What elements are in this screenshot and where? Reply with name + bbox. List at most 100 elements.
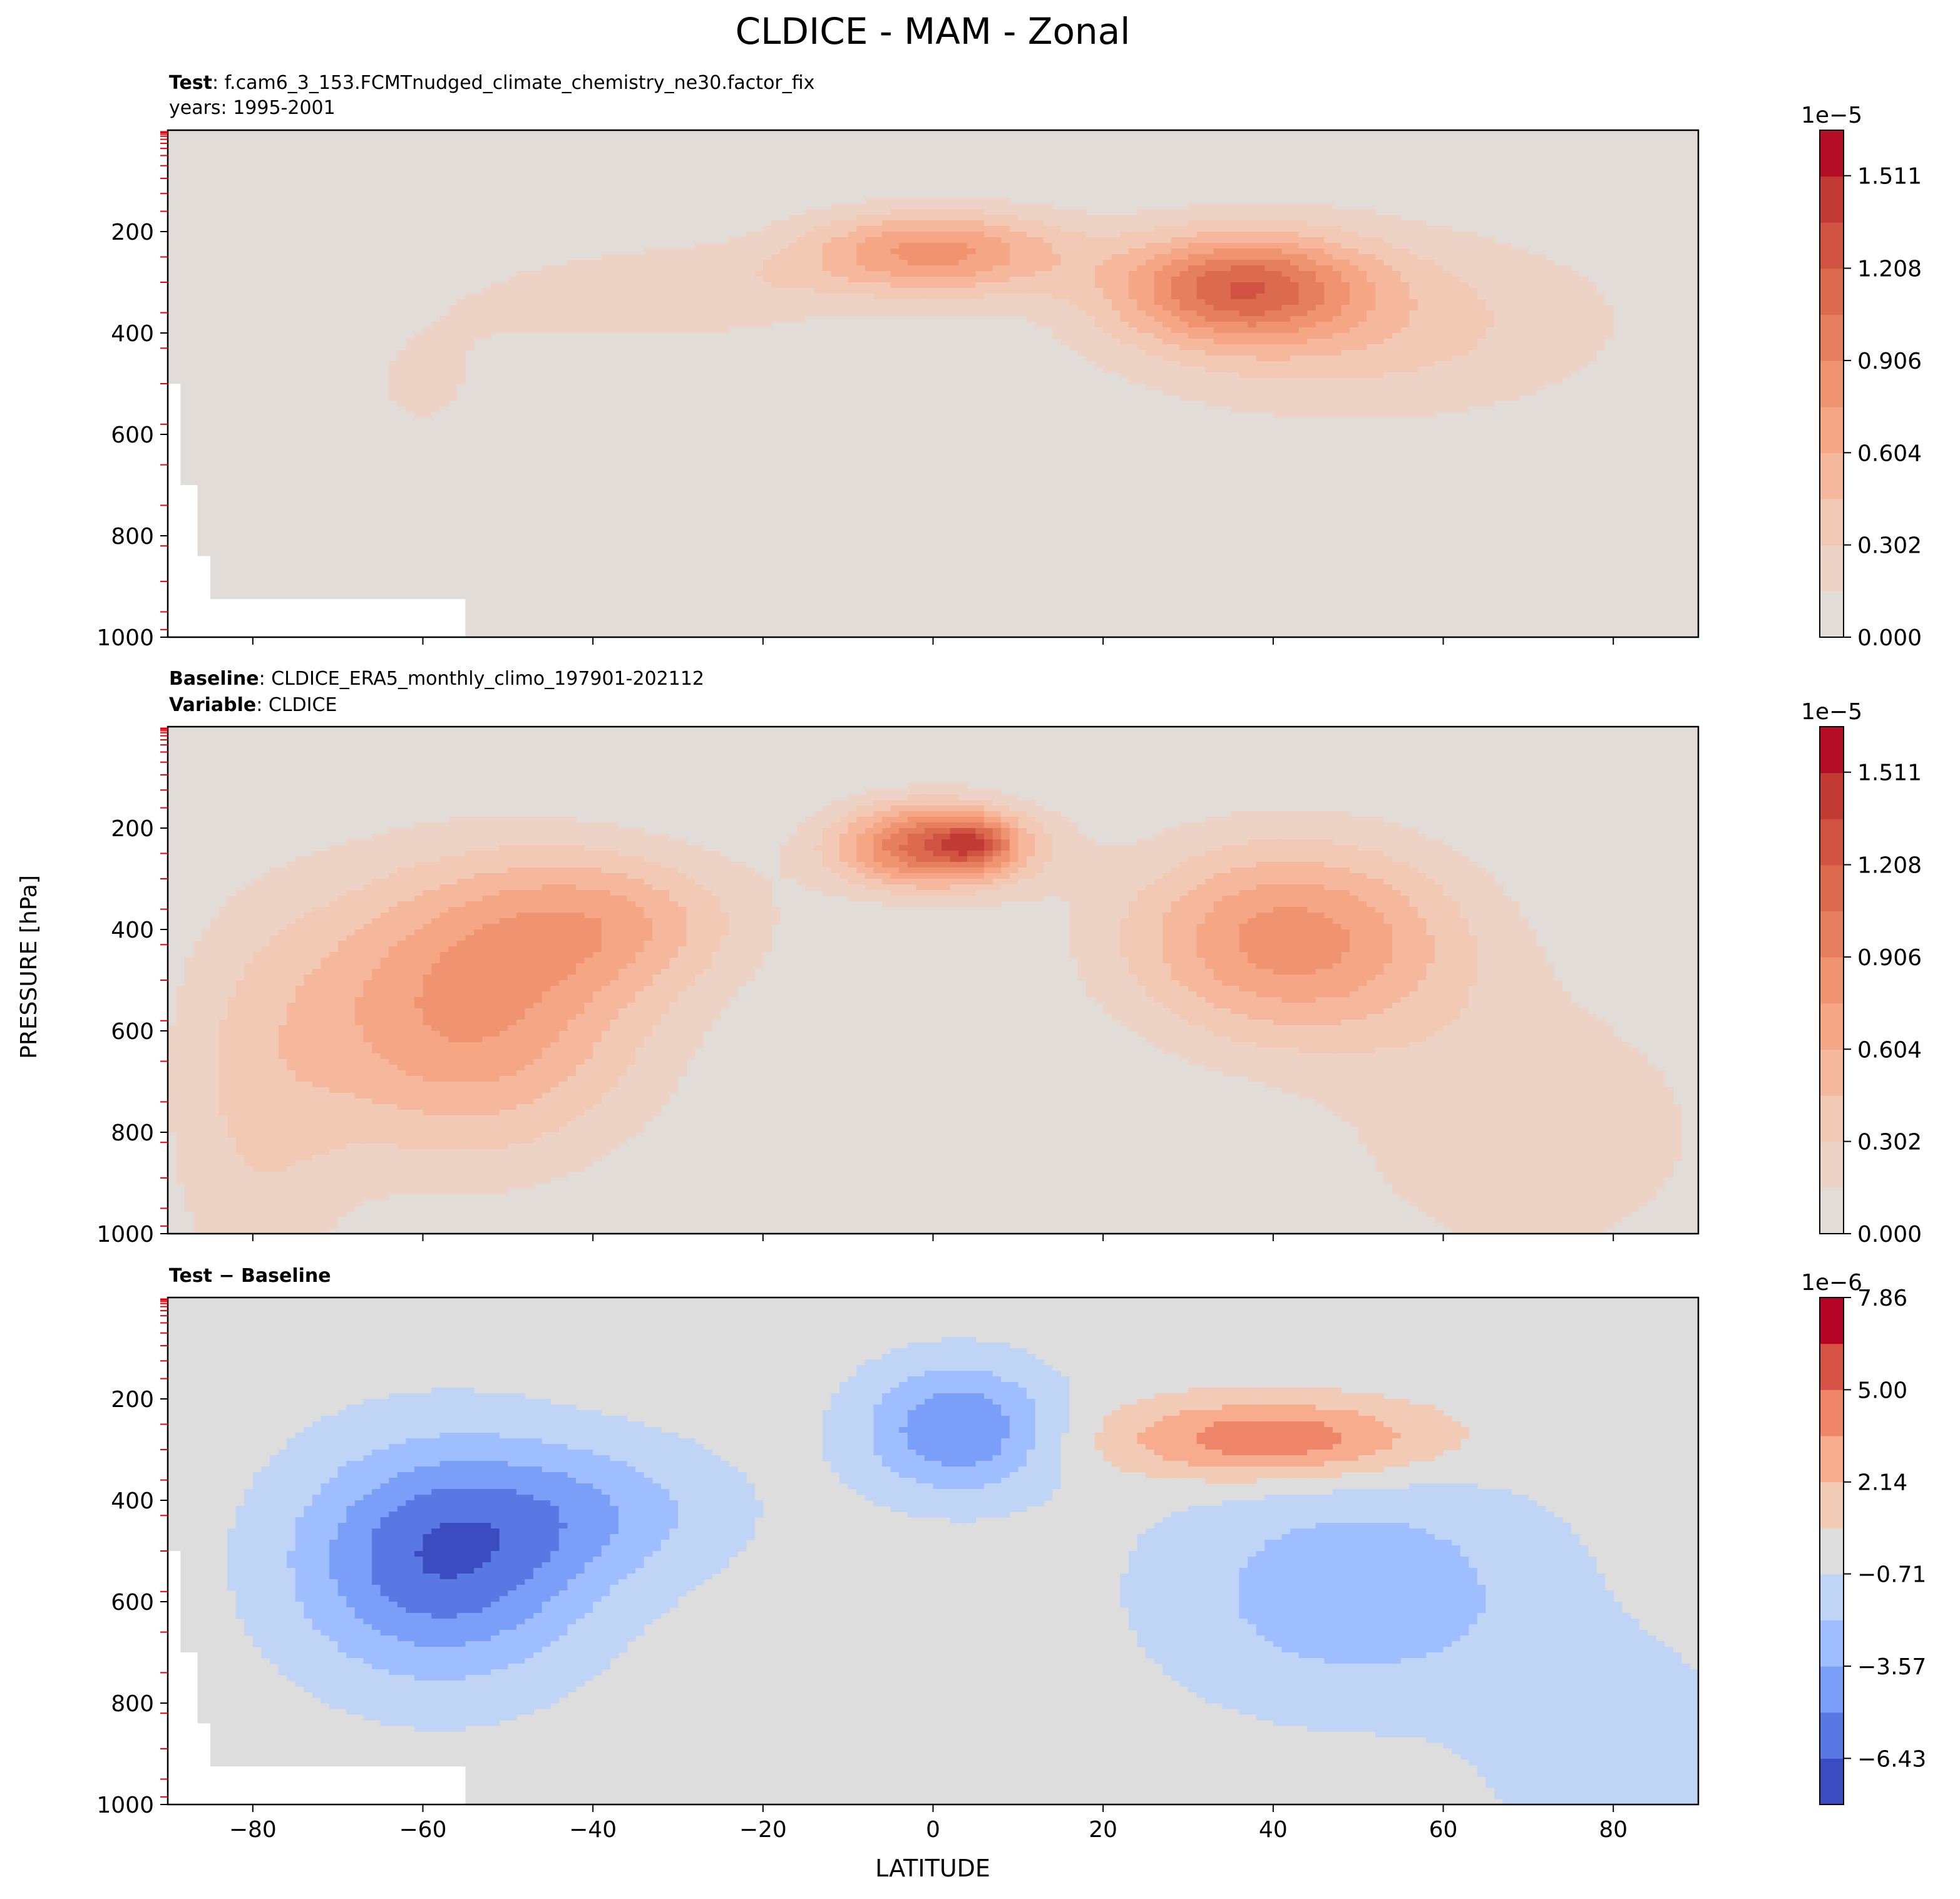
contour-cell bbox=[610, 322, 619, 328]
contour-cell bbox=[627, 884, 636, 891]
contour-cell bbox=[950, 868, 959, 874]
contour-cell bbox=[703, 260, 712, 266]
contour-cell bbox=[890, 209, 900, 215]
contour-cell bbox=[720, 879, 730, 885]
contour-cell bbox=[1103, 260, 1112, 266]
contour-cell bbox=[448, 839, 458, 846]
contour-cell bbox=[1230, 288, 1240, 294]
contour-cell bbox=[933, 226, 942, 232]
contour-cell bbox=[822, 299, 832, 305]
contour-cell bbox=[610, 862, 619, 868]
contour-cell bbox=[695, 873, 704, 879]
contour-cell bbox=[1392, 277, 1402, 283]
contour-cell bbox=[1273, 868, 1283, 874]
contour-cell bbox=[1519, 310, 1529, 317]
contour-cell bbox=[1383, 243, 1393, 249]
contour-cell bbox=[1265, 327, 1274, 334]
contour-cell bbox=[1426, 322, 1435, 328]
contour-cell bbox=[1350, 828, 1359, 834]
contour-cell bbox=[1069, 254, 1079, 260]
contour-cell bbox=[1281, 868, 1291, 874]
contour-cell bbox=[780, 260, 789, 266]
contour-cell bbox=[916, 260, 925, 266]
contour-cell bbox=[423, 384, 432, 390]
contour-cell bbox=[1494, 305, 1504, 311]
contour-cell bbox=[1485, 339, 1495, 345]
contour-cell bbox=[992, 817, 1002, 823]
contour-cell bbox=[805, 248, 814, 255]
contour-cell bbox=[992, 834, 1002, 840]
contour-cell bbox=[1205, 344, 1214, 351]
contour-cell bbox=[1358, 389, 1367, 396]
contour-cell bbox=[1179, 327, 1189, 334]
contour-cell bbox=[992, 811, 1002, 817]
contour-cell bbox=[1596, 299, 1606, 305]
contour-cell bbox=[1222, 839, 1231, 846]
contour-cell bbox=[652, 862, 662, 868]
contour-cell bbox=[1035, 277, 1044, 283]
contour-cell bbox=[244, 884, 254, 891]
contour-cell bbox=[1350, 282, 1359, 289]
contour-cell bbox=[839, 310, 849, 317]
contour-cell bbox=[312, 862, 322, 868]
contour-cell bbox=[873, 800, 883, 806]
contour-cell bbox=[831, 868, 840, 874]
contour-cell bbox=[797, 873, 806, 879]
contour-cell bbox=[1383, 271, 1393, 277]
contour-cell bbox=[958, 873, 968, 879]
contour-cell bbox=[1434, 868, 1444, 874]
contour-cell bbox=[576, 305, 585, 311]
contour-cell bbox=[1545, 299, 1554, 305]
contour-cell bbox=[1179, 243, 1189, 249]
contour-cell bbox=[839, 265, 849, 272]
contour-cell bbox=[533, 316, 543, 322]
contour-cell bbox=[1324, 839, 1333, 846]
contour-cell bbox=[669, 271, 679, 277]
contour-cell bbox=[1273, 828, 1283, 834]
contour-cell bbox=[1162, 288, 1172, 294]
contour-cell bbox=[1103, 305, 1112, 311]
contour-cell bbox=[627, 271, 636, 277]
contour-cell bbox=[1443, 873, 1452, 879]
contour-cell bbox=[1256, 243, 1265, 249]
contour-cell bbox=[822, 294, 832, 300]
contour-cell bbox=[261, 873, 270, 879]
contour-cell bbox=[1341, 372, 1350, 379]
contour-cell bbox=[865, 873, 875, 879]
contour-cell bbox=[1324, 879, 1333, 885]
contour-cell bbox=[584, 822, 593, 829]
contour-cell bbox=[1358, 839, 1367, 846]
contour-cell bbox=[1434, 310, 1444, 317]
contour-cell bbox=[1350, 327, 1359, 334]
contour-cell bbox=[1426, 389, 1435, 396]
contour-cell bbox=[1103, 310, 1112, 317]
contour-cell bbox=[1035, 294, 1044, 300]
contour-cell bbox=[1409, 401, 1419, 407]
contour-cell bbox=[1248, 277, 1257, 283]
contour-cell bbox=[397, 856, 406, 862]
contour-cell bbox=[1469, 254, 1478, 260]
contour-cell bbox=[1460, 361, 1469, 367]
contour-cell bbox=[1494, 243, 1504, 249]
contour-cell bbox=[1460, 243, 1469, 249]
contour-cell bbox=[882, 260, 891, 266]
contour-cell bbox=[1205, 822, 1214, 829]
contour-cell bbox=[329, 862, 339, 868]
contour-cell bbox=[1367, 372, 1376, 379]
contour-cell bbox=[712, 879, 721, 885]
contour-cell bbox=[754, 282, 764, 289]
contour-cell bbox=[924, 265, 934, 272]
contour-cell bbox=[890, 873, 900, 879]
contour-cell bbox=[1477, 316, 1487, 322]
contour-cell bbox=[1026, 873, 1036, 879]
contour-cell bbox=[1358, 372, 1367, 379]
contour-cell bbox=[439, 868, 449, 874]
contour-cell bbox=[856, 856, 866, 862]
contour-cell bbox=[1171, 384, 1181, 390]
contour-cell bbox=[1230, 406, 1240, 412]
contour-cell bbox=[1494, 372, 1504, 379]
contour-cell bbox=[1248, 367, 1257, 373]
contour-cell bbox=[805, 271, 814, 277]
contour-cell bbox=[1111, 232, 1121, 238]
contour-cell bbox=[1290, 389, 1300, 396]
